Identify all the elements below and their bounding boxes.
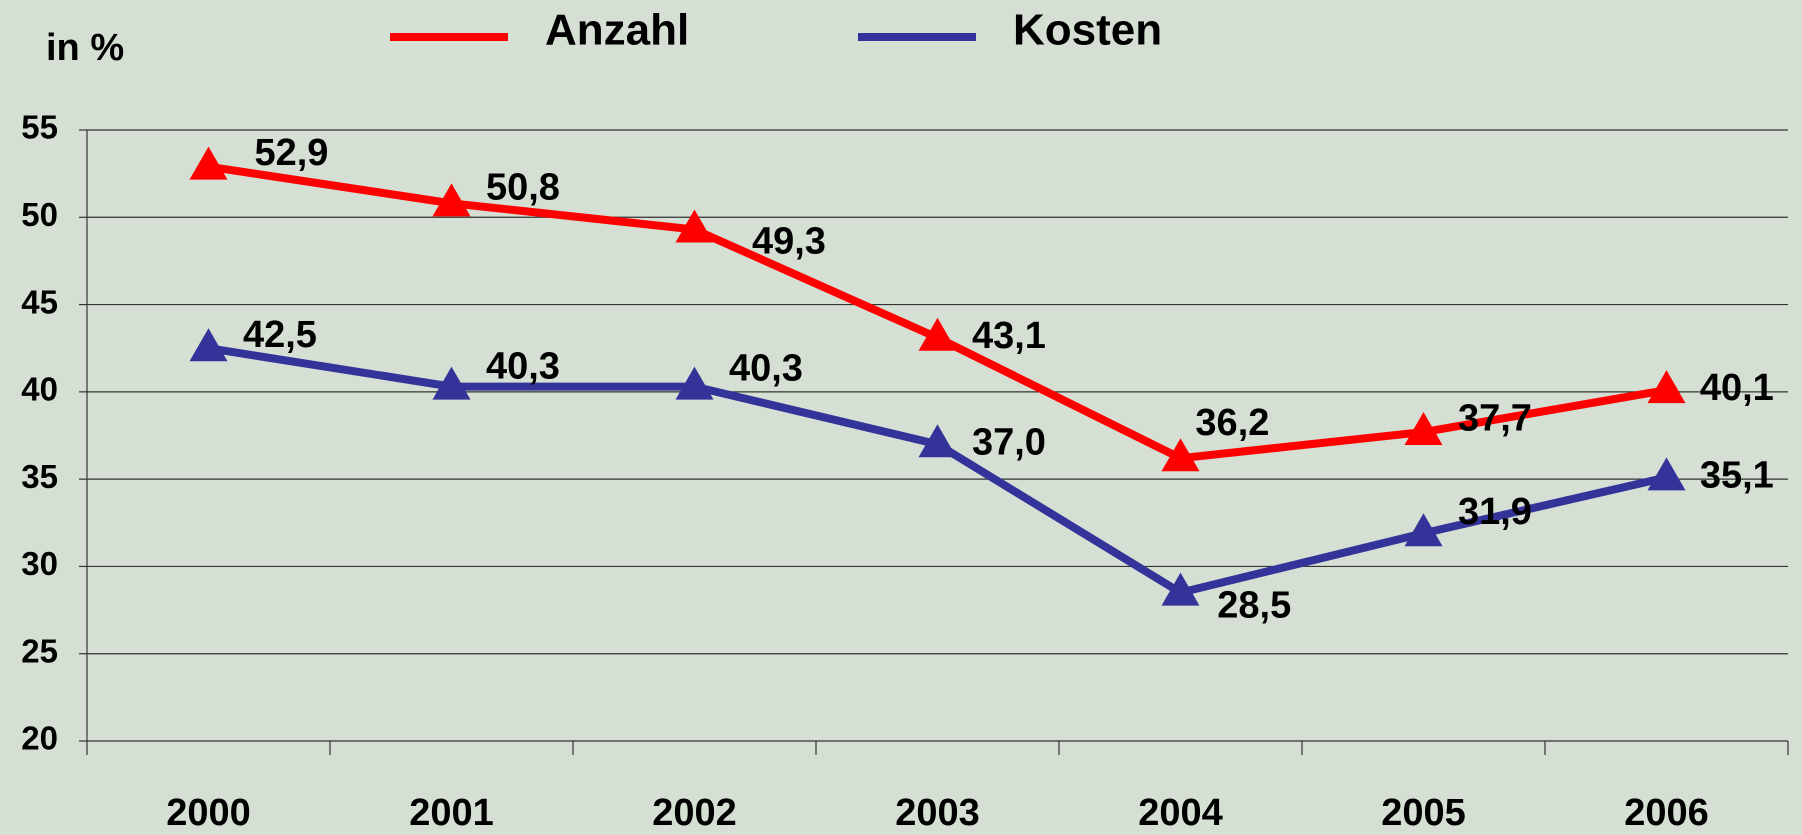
data-label: 40,1: [1700, 367, 1774, 409]
marker: [189, 328, 228, 362]
data-label: 52,9: [254, 132, 328, 174]
marker: [1404, 412, 1443, 446]
y-tick-label: 20: [21, 720, 58, 757]
y-unit-label: in %: [46, 27, 124, 69]
y-tick-label: 55: [21, 109, 58, 146]
data-label: 50,8: [486, 167, 560, 209]
x-tick-label: 2003: [895, 792, 980, 834]
marker: [675, 366, 714, 400]
y-tick-label: 30: [21, 545, 58, 582]
x-tick-label: 2004: [1138, 792, 1223, 834]
y-tick-label: 35: [21, 458, 58, 495]
y-tick-label: 45: [21, 283, 58, 320]
marker: [918, 424, 957, 458]
data-label: 43,1: [972, 315, 1046, 357]
marker: [675, 209, 714, 243]
y-tick-label: 50: [21, 196, 58, 233]
x-tick-label: 2000: [166, 792, 251, 834]
data-label: 31,9: [1458, 491, 1532, 533]
x-tick-label: 2005: [1381, 792, 1466, 834]
marker: [432, 366, 471, 400]
x-tick-label: 2002: [652, 792, 737, 834]
marker: [189, 146, 228, 180]
data-label: 37,7: [1458, 398, 1532, 440]
data-label: 40,3: [729, 348, 803, 390]
marker: [918, 317, 957, 351]
x-tick-label: 2001: [409, 792, 494, 834]
data-label: 49,3: [752, 220, 826, 262]
data-label: 40,3: [486, 345, 560, 387]
marker: [1404, 513, 1443, 547]
legend-label: Kosten: [1013, 6, 1162, 55]
x-tick-label: 2006: [1624, 792, 1709, 834]
data-label: 28,5: [1217, 585, 1291, 627]
marker: [1647, 370, 1686, 404]
data-label: 42,5: [243, 314, 317, 356]
data-label: 36,2: [1195, 402, 1269, 444]
y-tick-label: 25: [21, 632, 58, 669]
legend-label: Anzahl: [545, 6, 689, 55]
data-label: 35,1: [1700, 454, 1774, 496]
marker: [1161, 572, 1200, 606]
data-label: 37,0: [972, 421, 1046, 463]
marker: [432, 183, 471, 217]
y-tick-label: 40: [21, 371, 58, 408]
marker: [1647, 457, 1686, 491]
marker: [1161, 438, 1200, 472]
